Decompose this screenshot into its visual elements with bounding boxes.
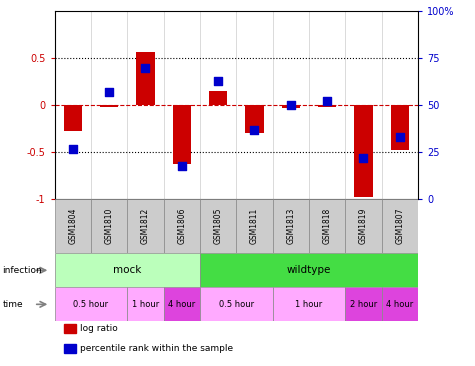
Text: percentile rank within the sample: percentile rank within the sample bbox=[80, 344, 233, 353]
Point bbox=[360, 155, 367, 161]
Text: 1 hour: 1 hour bbox=[295, 300, 323, 309]
Text: 2 hour: 2 hour bbox=[350, 300, 377, 309]
Bar bbox=[127, 287, 163, 321]
Bar bbox=[273, 287, 345, 321]
Text: 0.5 hour: 0.5 hour bbox=[74, 300, 108, 309]
Bar bbox=[136, 52, 154, 105]
Text: time: time bbox=[2, 300, 23, 309]
Point bbox=[214, 78, 222, 84]
Bar bbox=[282, 105, 300, 108]
Text: 4 hour: 4 hour bbox=[386, 300, 413, 309]
Text: mock: mock bbox=[113, 265, 142, 275]
Bar bbox=[345, 199, 381, 253]
Point bbox=[396, 134, 404, 140]
Bar bbox=[273, 199, 309, 253]
Point bbox=[323, 98, 331, 104]
Bar bbox=[173, 105, 191, 164]
Text: GSM1804: GSM1804 bbox=[68, 208, 77, 244]
Point bbox=[178, 163, 186, 168]
Text: 0.5 hour: 0.5 hour bbox=[219, 300, 254, 309]
Bar bbox=[64, 105, 82, 131]
Point bbox=[287, 102, 294, 108]
Text: infection: infection bbox=[2, 266, 42, 275]
Bar bbox=[100, 105, 118, 107]
Text: GSM1813: GSM1813 bbox=[286, 208, 295, 244]
Bar bbox=[163, 287, 200, 321]
Bar bbox=[55, 287, 127, 321]
Bar bbox=[127, 199, 163, 253]
Point bbox=[251, 127, 258, 132]
Bar bbox=[309, 199, 345, 253]
Bar bbox=[200, 253, 418, 287]
Point bbox=[69, 146, 76, 152]
Bar bbox=[354, 105, 372, 197]
Text: GSM1810: GSM1810 bbox=[104, 208, 114, 244]
Bar bbox=[246, 105, 264, 134]
Text: 4 hour: 4 hour bbox=[168, 300, 195, 309]
Bar bbox=[91, 199, 127, 253]
Text: GSM1806: GSM1806 bbox=[177, 208, 186, 244]
Text: wildtype: wildtype bbox=[287, 265, 331, 275]
Bar bbox=[318, 105, 336, 107]
Bar bbox=[200, 287, 273, 321]
Text: GSM1818: GSM1818 bbox=[323, 208, 332, 244]
Point bbox=[142, 65, 149, 71]
Text: GSM1811: GSM1811 bbox=[250, 208, 259, 244]
Bar bbox=[55, 199, 91, 253]
Text: GSM1805: GSM1805 bbox=[214, 208, 223, 244]
Bar bbox=[209, 91, 227, 105]
Bar bbox=[55, 253, 200, 287]
Point bbox=[105, 89, 113, 95]
Bar bbox=[391, 105, 409, 150]
Text: GSM1807: GSM1807 bbox=[395, 208, 404, 244]
Text: 1 hour: 1 hour bbox=[132, 300, 159, 309]
Text: GSM1819: GSM1819 bbox=[359, 208, 368, 244]
Bar bbox=[237, 199, 273, 253]
Text: log ratio: log ratio bbox=[80, 324, 117, 333]
Text: GSM1812: GSM1812 bbox=[141, 208, 150, 244]
Bar bbox=[381, 199, 418, 253]
Bar bbox=[200, 199, 237, 253]
Bar bbox=[381, 287, 418, 321]
Bar bbox=[345, 287, 381, 321]
Bar bbox=[163, 199, 200, 253]
